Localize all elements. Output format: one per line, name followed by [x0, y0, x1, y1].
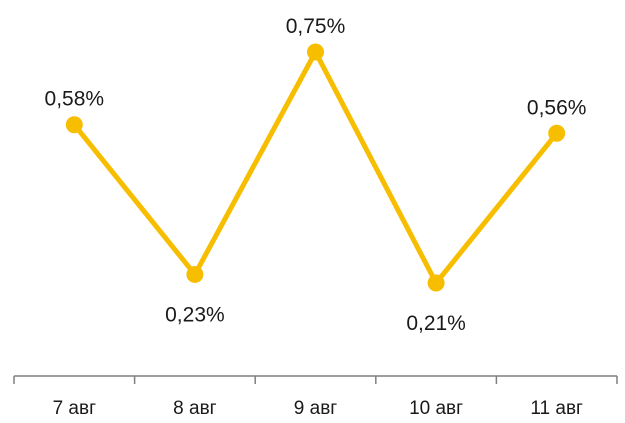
- x-axis: [13, 375, 618, 384]
- data-label-2: 0,23%: [165, 303, 225, 326]
- data-labels: 0,58% 0,23% 0,75% 0,21% 0,56%: [45, 15, 587, 335]
- x-tick-label-5: 11 авг: [530, 398, 583, 418]
- data-label-5: 0,56%: [527, 96, 587, 119]
- series-line: [71, 49, 560, 286]
- x-tick-labels: 7 авг 8 авг 9 авг 10 авг 11 авг: [53, 398, 583, 419]
- series-points: [65, 43, 566, 292]
- data-point-5: [548, 124, 566, 142]
- x-tick-label-2: 8 авг: [173, 398, 217, 418]
- data-point-2: [186, 265, 204, 283]
- data-label-1: 0,58%: [45, 88, 105, 111]
- x-tick-label-1: 7 авг: [53, 398, 97, 418]
- series-line-layer: [71, 49, 560, 286]
- data-label-3: 0,75%: [286, 15, 346, 38]
- data-point-3: [307, 43, 324, 61]
- x-tick-label-4: 10 авг: [409, 398, 463, 418]
- data-point-1: [65, 116, 83, 134]
- data-label-4: 0,21%: [406, 312, 466, 335]
- x-tick-label-3: 9 авг: [294, 398, 338, 418]
- data-point-4: [427, 274, 445, 292]
